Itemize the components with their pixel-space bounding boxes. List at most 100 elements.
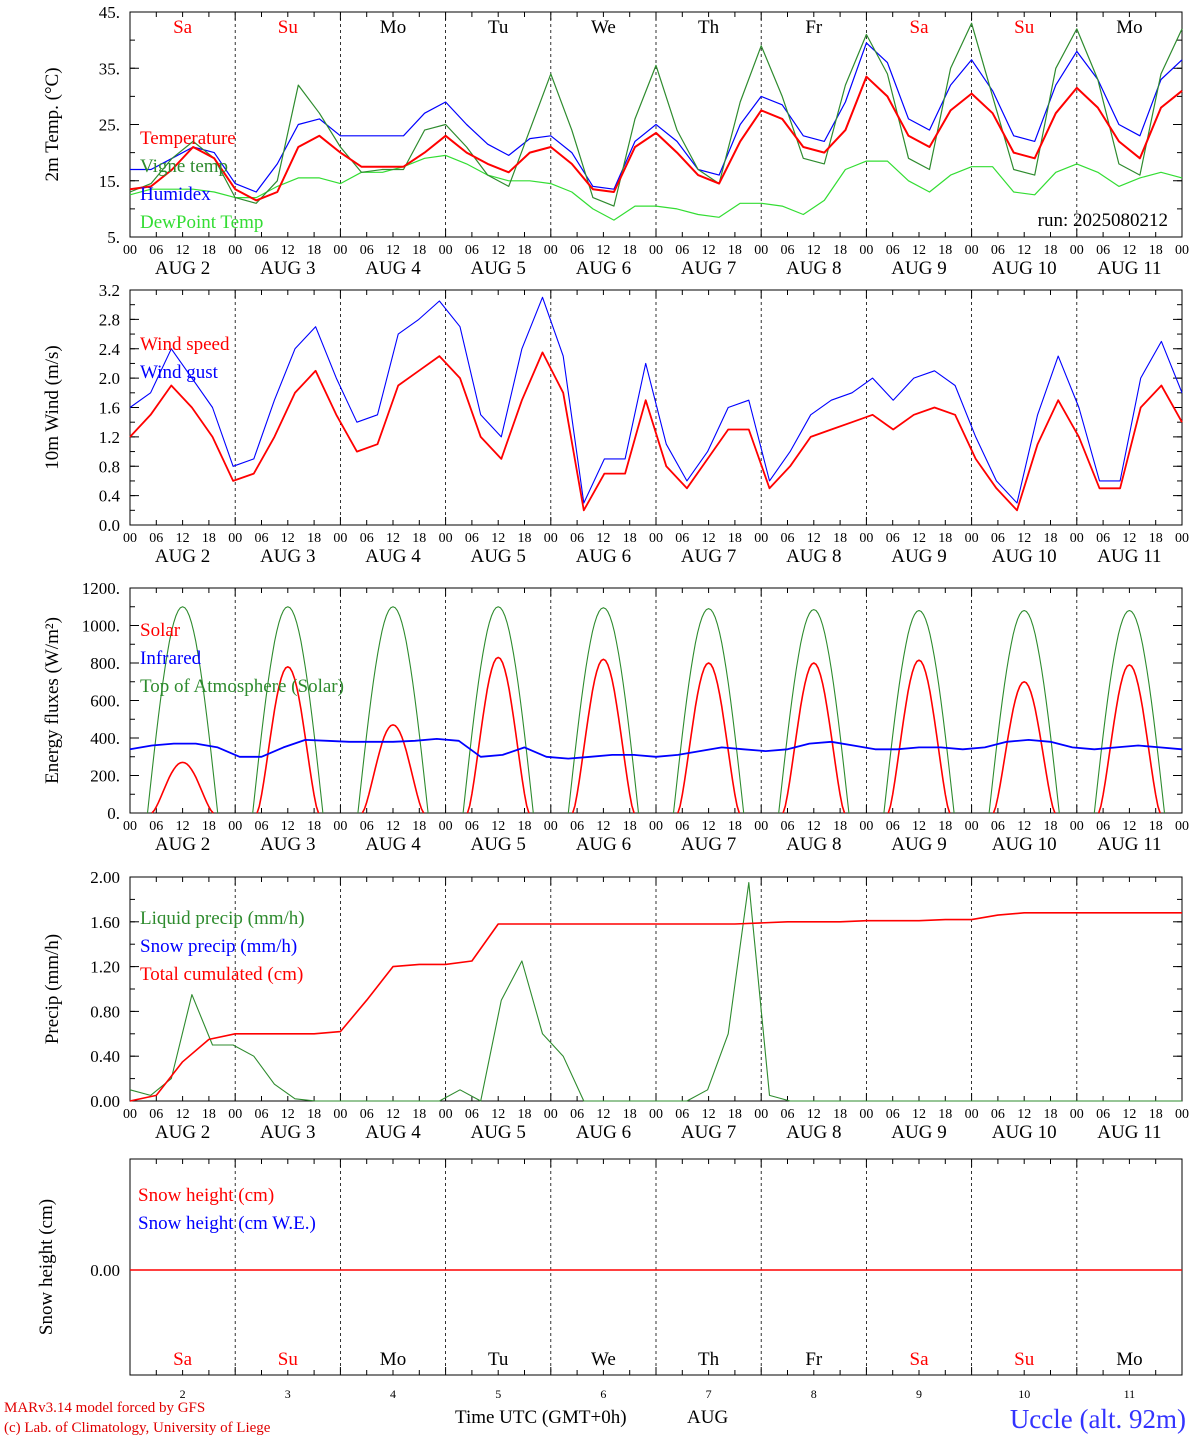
- hour-tick-label: 12: [702, 531, 716, 546]
- hour-tick-label: 18: [518, 1107, 532, 1122]
- hour-tick-label: 06: [991, 531, 1005, 546]
- weekday-label: Sa: [173, 17, 193, 38]
- hour-tick-label: 12: [807, 531, 821, 546]
- hour-tick-label: 06: [886, 531, 900, 546]
- legend-entry: Humidex: [140, 184, 211, 205]
- hour-tick-label: 00: [859, 1107, 873, 1122]
- hour-tick-label: 12: [491, 1107, 505, 1122]
- hour-tick-label: 06: [675, 243, 689, 258]
- date-label: AUG 10: [992, 546, 1057, 567]
- hour-tick-label: 12: [912, 243, 926, 258]
- solar-curve: [1097, 664, 1161, 814]
- hour-tick-label: 18: [623, 531, 637, 546]
- hour-tick-label: 06: [570, 1107, 584, 1122]
- hour-tick-label: 06: [465, 819, 479, 834]
- solar-curve: [571, 658, 635, 814]
- hour-tick-label: 00: [859, 531, 873, 546]
- day-number-label: 7: [706, 1387, 712, 1401]
- hour-tick-label: 12: [1122, 819, 1136, 834]
- hour-tick-label: 00: [859, 819, 873, 834]
- hour-tick-label: 00: [754, 1107, 768, 1122]
- hour-tick-label: 12: [807, 819, 821, 834]
- hour-tick-label: 00: [1070, 1107, 1084, 1122]
- date-label: AUG 8: [786, 1122, 841, 1143]
- hour-tick-label: 00: [123, 1107, 137, 1122]
- hour-tick-label: 12: [1122, 531, 1136, 546]
- y-tick-label: 1.2: [99, 428, 120, 447]
- hour-tick-label: 00: [754, 531, 768, 546]
- hour-tick-label: 18: [307, 819, 321, 834]
- weekday-label: Fr: [805, 17, 823, 38]
- y-tick-label: 35.: [99, 59, 120, 78]
- hour-tick-label: 18: [307, 531, 321, 546]
- hour-tick-label: 12: [176, 1107, 190, 1122]
- hour-tick-label: 00: [1175, 819, 1189, 834]
- hour-tick-label: 12: [386, 531, 400, 546]
- series-line: [129, 154, 1183, 221]
- hour-tick-label: 06: [781, 1107, 795, 1122]
- toa-curve: [672, 608, 745, 814]
- hour-tick-label: 18: [518, 819, 532, 834]
- weekday-label: We: [591, 17, 616, 38]
- series-line: [129, 75, 1183, 202]
- y-tick-label: 25.: [99, 116, 120, 135]
- legend-entry: Total cumulated (cm): [140, 964, 303, 985]
- day-number-label: 2: [180, 1387, 186, 1401]
- hour-tick-label: 12: [491, 819, 505, 834]
- hour-tick-label: 06: [991, 1107, 1005, 1122]
- y-tick-label: 0.00: [90, 1261, 120, 1280]
- hour-tick-label: 00: [123, 819, 137, 834]
- y-tick-label: 600.: [90, 692, 120, 711]
- liquid-precip-line: [129, 882, 1182, 1102]
- hour-tick-label: 00: [965, 819, 979, 834]
- y-tick-label: 200.: [90, 767, 120, 786]
- y-tick-label: 2.0: [99, 369, 120, 388]
- legend-entry: DewPoint Temp: [140, 212, 263, 233]
- x-axis-month: AUG: [687, 1407, 728, 1428]
- hour-tick-label: 06: [149, 1107, 163, 1122]
- hour-tick-label: 06: [570, 531, 584, 546]
- hour-tick-label: 06: [781, 819, 795, 834]
- hour-tick-label: 12: [702, 1107, 716, 1122]
- hour-tick-label: 00: [333, 1107, 347, 1122]
- hour-tick-label: 12: [176, 819, 190, 834]
- y-axis-label-4: Snow height (cm): [36, 1199, 57, 1335]
- hour-tick-label: 18: [412, 1107, 426, 1122]
- hour-tick-label: 12: [807, 1107, 821, 1122]
- hour-tick-label: 06: [465, 531, 479, 546]
- hour-tick-label: 00: [333, 243, 347, 258]
- weekday-label: Mo: [380, 1349, 406, 1370]
- hour-tick-label: 12: [491, 531, 505, 546]
- y-axis-label-1: 10m Wind (m/s): [42, 345, 63, 470]
- weekday-label: Su: [1014, 17, 1035, 38]
- solar-curve: [256, 665, 320, 814]
- date-label: AUG 11: [1097, 834, 1161, 855]
- weekday-label: Mo: [380, 17, 406, 38]
- date-label: AUG 7: [681, 1122, 736, 1143]
- date-label: AUG 5: [470, 546, 525, 567]
- hour-tick-label: 06: [886, 243, 900, 258]
- hour-tick-label: 06: [675, 1107, 689, 1122]
- hour-tick-label: 12: [596, 1107, 610, 1122]
- date-label: AUG 10: [992, 258, 1057, 279]
- hour-tick-label: 06: [781, 531, 795, 546]
- legend-entry: Snow height (cm): [138, 1185, 274, 1206]
- hour-tick-label: 06: [886, 1107, 900, 1122]
- hour-tick-label: 06: [781, 243, 795, 258]
- hour-tick-label: 18: [938, 1107, 952, 1122]
- weekday-label: We: [591, 1349, 616, 1370]
- date-label: AUG 2: [155, 834, 210, 855]
- hour-tick-label: 06: [991, 819, 1005, 834]
- solar-curve: [677, 662, 741, 814]
- hour-tick-label: 12: [281, 1107, 295, 1122]
- legend-entry: Top of Atmosphere (Solar): [140, 676, 344, 697]
- hour-tick-label: 06: [255, 531, 269, 546]
- hour-tick-label: 18: [833, 243, 847, 258]
- hour-tick-label: 00: [859, 243, 873, 258]
- hour-tick-label: 18: [307, 1107, 321, 1122]
- hour-tick-label: 12: [702, 243, 716, 258]
- series-line: [130, 42, 1183, 193]
- weekday-label: Sa: [910, 1349, 930, 1370]
- hour-tick-label: 18: [833, 531, 847, 546]
- toa-curve: [462, 606, 534, 814]
